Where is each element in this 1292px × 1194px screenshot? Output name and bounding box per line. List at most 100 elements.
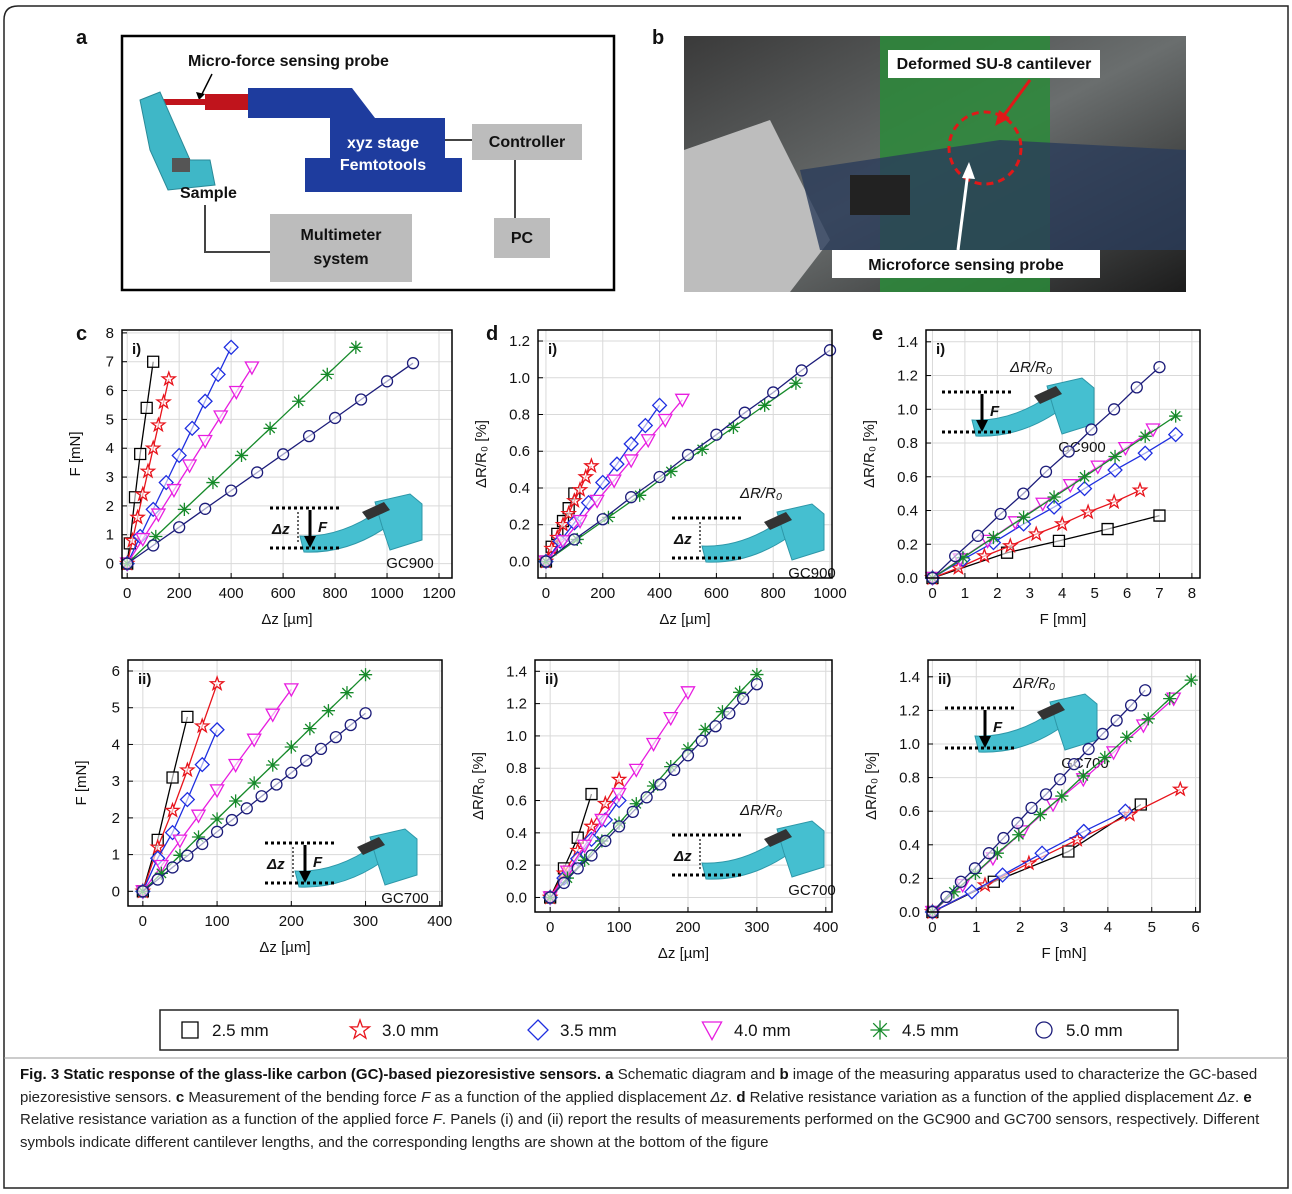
y-tick-label: 1.0 — [899, 736, 920, 753]
x-tick-label: 2 — [1016, 919, 1024, 936]
marker — [1082, 742, 1095, 756]
panel-label: ii) — [938, 671, 951, 688]
marker — [228, 385, 245, 400]
marker — [149, 416, 167, 433]
inset-disp-label: Δz — [673, 848, 692, 865]
figure-border — [3, 5, 1289, 1189]
y-tick-label: 0.2 — [899, 870, 920, 887]
legend-label: 4.5 mm — [902, 1021, 959, 1040]
marker — [633, 488, 647, 502]
y-tick-label: 6 — [112, 663, 120, 680]
y-axis-label: ΔR/R₀ [%] — [473, 420, 490, 488]
x-tick-label: 400 — [813, 919, 838, 936]
marker — [197, 393, 213, 410]
marker — [164, 801, 181, 818]
marker — [166, 483, 182, 499]
y-tick-label: 0.6 — [509, 443, 530, 460]
inset-sensor — [362, 502, 390, 520]
marker — [701, 1021, 723, 1041]
marker — [1047, 490, 1061, 504]
chart: 0 100 200 300 400 0 1 2 3 4 5 6 Δz [µm] F [mN] ii) F Δz G… — [73, 659, 452, 956]
marker — [594, 813, 610, 828]
caption-text: Relative resistance variation as a funct… — [20, 1111, 433, 1128]
x-tick-label: 300 — [353, 913, 378, 930]
marker — [181, 710, 194, 724]
marker — [149, 838, 167, 855]
marker — [674, 393, 690, 408]
marker — [147, 539, 160, 552]
y-tick-label: 5 — [112, 700, 120, 717]
inset-disp-label: Δz — [266, 856, 285, 873]
multimeter-label: system — [313, 251, 368, 268]
caption-title: Fig. 3 Static response of the glass-like… — [20, 1066, 602, 1083]
marker — [1169, 409, 1183, 423]
x-tick-label: 6 — [1191, 919, 1199, 936]
marker — [947, 885, 961, 899]
x-axis-label: Δz [µm] — [259, 939, 310, 956]
marker — [340, 686, 354, 700]
marker — [1027, 525, 1045, 542]
marker — [681, 749, 695, 762]
marker — [789, 376, 803, 390]
marker — [651, 397, 668, 414]
marker — [173, 848, 187, 862]
y-tick-label: 0.4 — [509, 480, 530, 497]
x-tick-label: 100 — [205, 913, 230, 930]
x-tick-label: 200 — [279, 913, 304, 930]
marker — [578, 853, 592, 867]
x-axis-label: F [mm] — [1040, 611, 1087, 628]
marker — [153, 859, 170, 874]
x-tick-label: 3 — [1026, 585, 1034, 602]
x-tick-label: 8 — [1188, 585, 1196, 602]
marker — [359, 707, 372, 720]
x-tick-label: 800 — [761, 585, 786, 602]
marker — [1052, 534, 1066, 548]
inset-force-label: F — [318, 519, 328, 536]
probe-label: Micro-force sensing probe — [188, 53, 389, 70]
y-tick-label: 1.4 — [899, 669, 920, 686]
marker — [640, 434, 656, 449]
marker — [136, 885, 149, 898]
marker — [1130, 381, 1143, 394]
y-axis-label: ΔR/R₀ [%] — [470, 752, 487, 820]
y-tick-label: 8 — [106, 325, 114, 342]
y-tick-label: 1.0 — [897, 401, 918, 418]
probe-arrow-head — [196, 92, 205, 100]
y-tick-label: 0.0 — [506, 889, 527, 906]
multimeter-box — [270, 214, 412, 282]
marker — [247, 776, 261, 790]
x-tick-label: 4 — [1104, 919, 1112, 936]
marker — [284, 740, 298, 754]
marker — [968, 862, 982, 875]
y-tick-label: 0.8 — [509, 407, 530, 424]
marker — [1184, 673, 1198, 687]
y-tick-label: 0.2 — [509, 517, 530, 534]
marker — [1045, 798, 1061, 813]
marker — [210, 366, 226, 383]
marker — [1139, 684, 1152, 697]
connection-lines — [204, 139, 516, 253]
marker — [276, 448, 290, 461]
pc-box — [494, 218, 550, 258]
y-tick-label: 0.8 — [506, 760, 527, 777]
x-tick-label: 5 — [1090, 585, 1098, 602]
panel-label: i) — [548, 341, 557, 358]
sample-label: Sample — [180, 185, 237, 202]
marker — [229, 794, 243, 808]
y-tick-label: 0.6 — [506, 793, 527, 810]
marker — [1046, 499, 1062, 515]
legend-entry: 3.5 mm — [527, 1019, 617, 1041]
marker — [314, 742, 328, 756]
marker — [640, 791, 653, 804]
marker — [1039, 465, 1053, 478]
marker — [681, 742, 695, 756]
x-tick-label: 200 — [167, 585, 192, 602]
legend-label: 2.5 mm — [212, 1021, 269, 1040]
y-tick-label: 0.4 — [899, 837, 920, 854]
marker — [657, 413, 673, 428]
marker — [303, 722, 317, 736]
marker — [758, 398, 772, 412]
marker — [349, 340, 363, 354]
marker — [213, 410, 229, 425]
